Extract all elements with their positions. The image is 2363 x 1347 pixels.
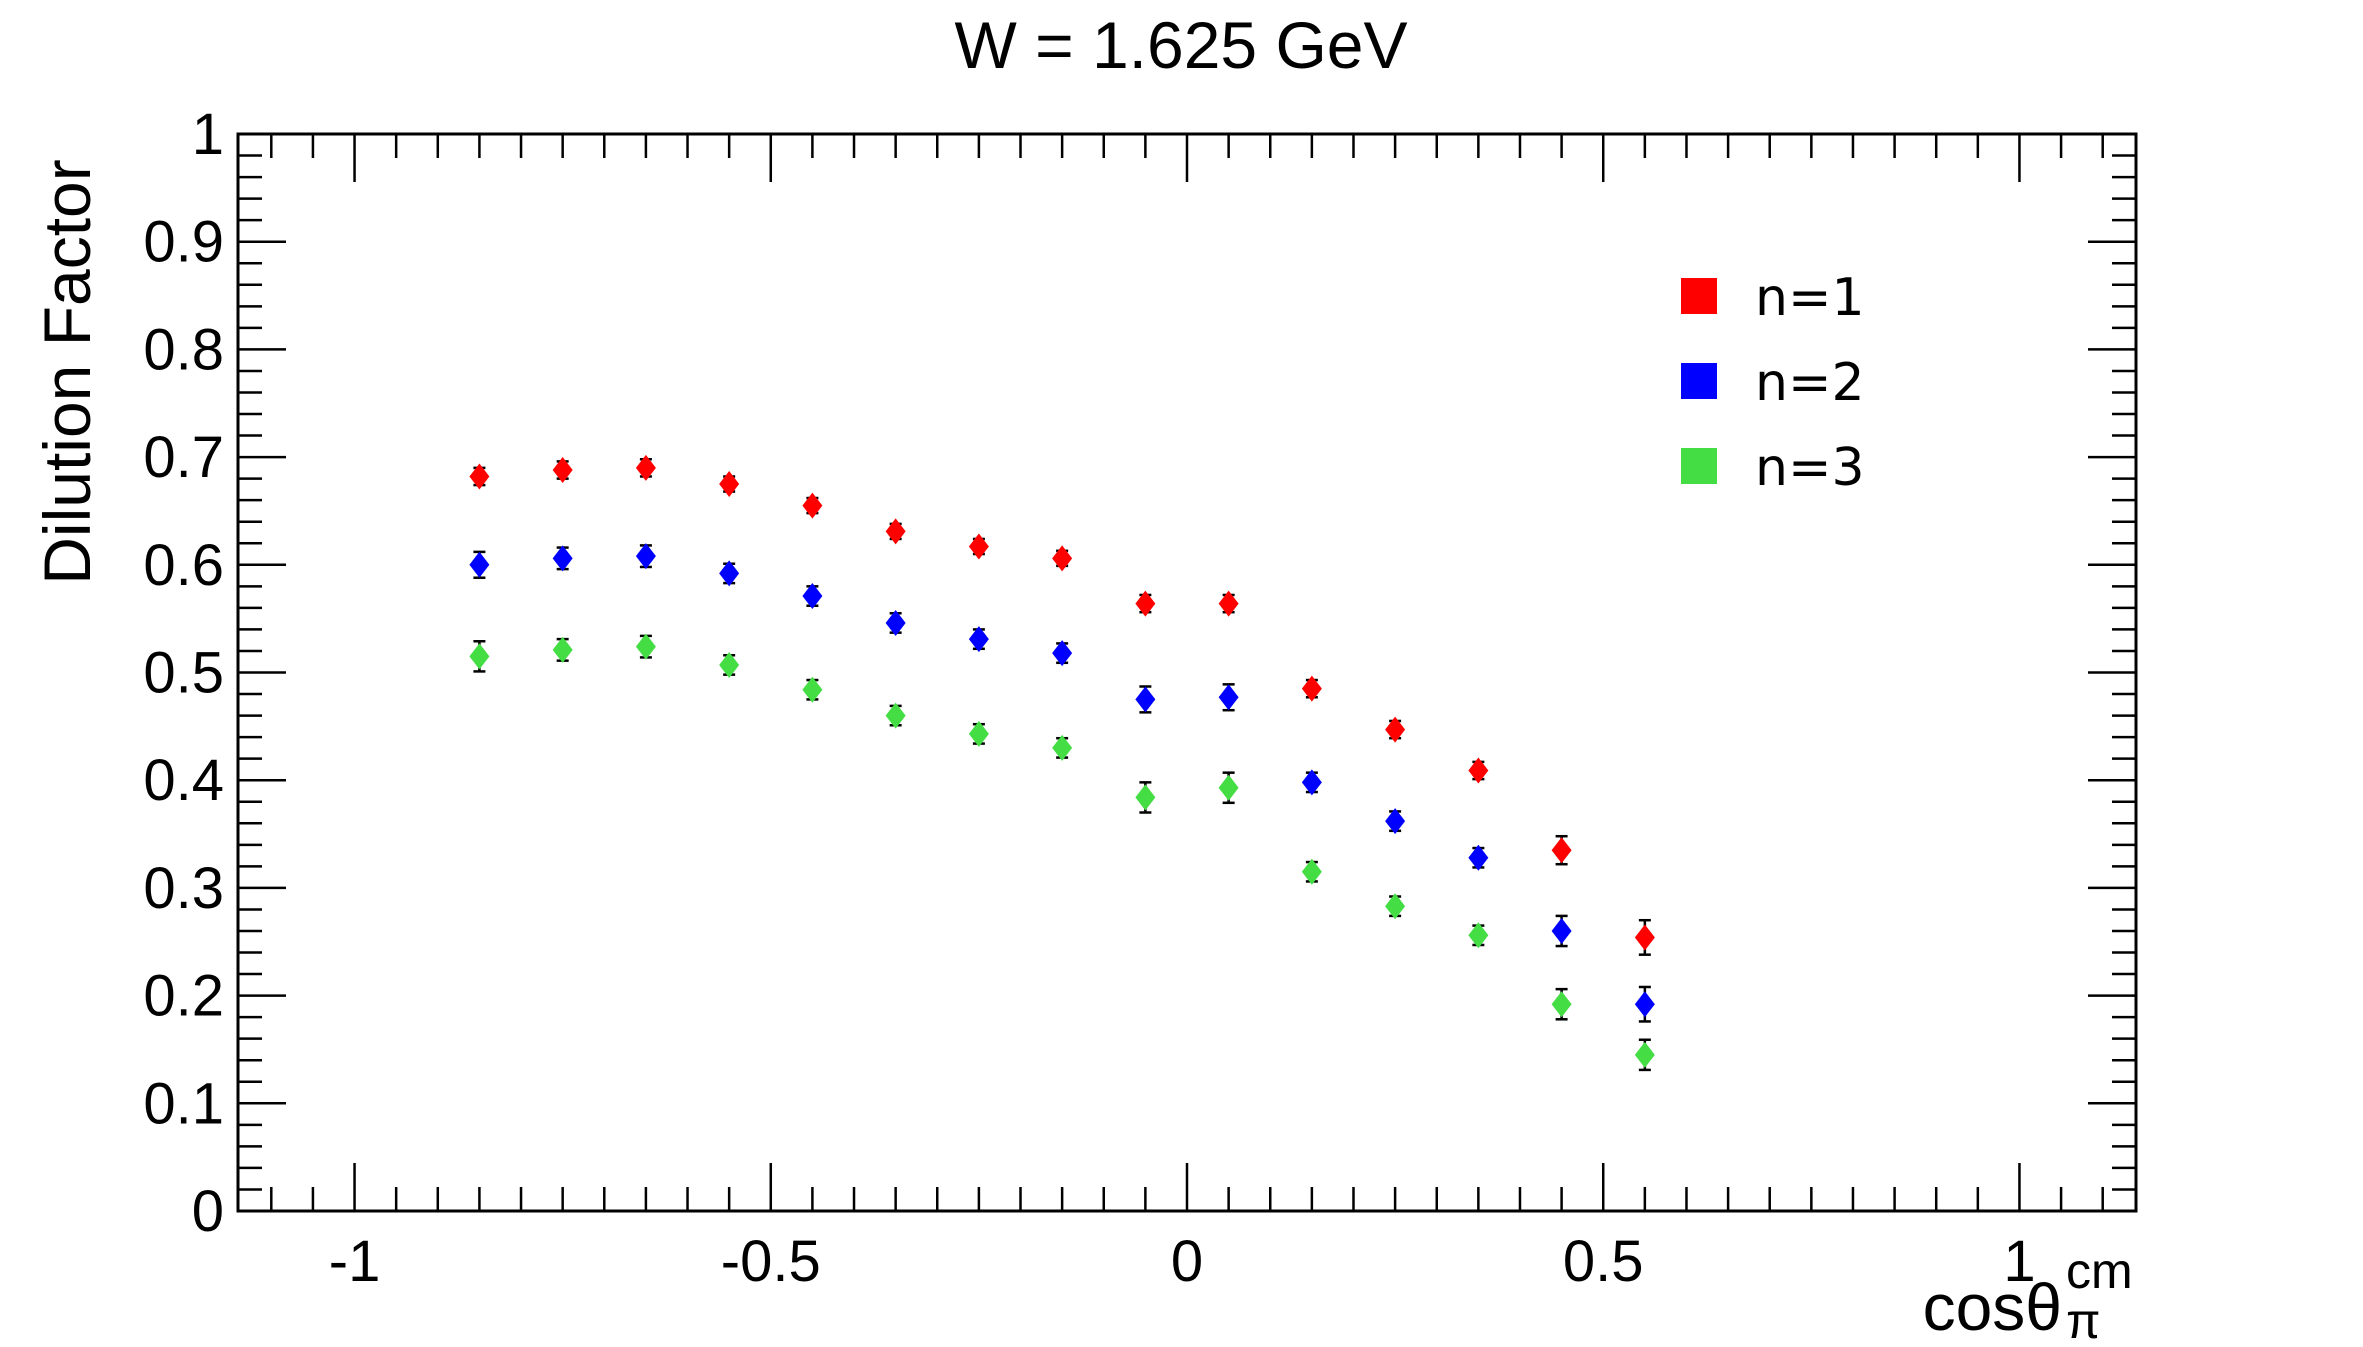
x-tick-label: 0.5 [1563, 1229, 1644, 1294]
data-point [1634, 1041, 1655, 1068]
data-point [1385, 716, 1406, 743]
data-point [1634, 924, 1655, 951]
data-point [1551, 917, 1572, 944]
legend-marker [1681, 448, 1717, 484]
data-point [968, 720, 989, 747]
legend-label: n=1 [1755, 268, 1865, 328]
x-axis-label-sup: cm [2066, 1243, 2133, 1299]
data-point [635, 543, 656, 570]
data-point [719, 651, 740, 678]
data-point [635, 633, 656, 660]
data-point [469, 463, 490, 490]
data-point [469, 551, 490, 578]
data-point [552, 457, 573, 484]
y-tick-label: 0.9 [143, 210, 224, 275]
axis-ticks [238, 132, 2136, 1213]
x-tick-label: -1 [329, 1229, 381, 1294]
y-tick-label: 0.5 [143, 641, 224, 706]
data-point [552, 636, 573, 663]
x-axis-label: cosθ cm π [1923, 1243, 2133, 1347]
data-point [1218, 684, 1239, 711]
data-point [1301, 675, 1322, 702]
x-tick-label: 0 [1171, 1229, 1203, 1294]
x-axis-label-main: cosθ [1923, 1270, 2062, 1342]
data-point [1052, 640, 1073, 667]
y-tick-label: 0 [192, 1179, 224, 1244]
data-point [1385, 893, 1406, 920]
data-point [802, 583, 823, 610]
y-tick-label: 0.8 [143, 317, 224, 382]
x-axis-label-sub: π [2066, 1293, 2101, 1342]
legend: n=1 n=2 n=3 [1681, 268, 1865, 498]
data-point [1468, 844, 1489, 871]
y-tick-label: 0.2 [143, 964, 224, 1029]
data-point [1052, 734, 1073, 761]
data-points [469, 454, 1655, 1072]
data-point [1218, 590, 1239, 617]
y-tick-label: 0.1 [143, 1071, 224, 1136]
data-point [719, 560, 740, 587]
data-point [1468, 757, 1489, 784]
legend-marker [1681, 363, 1717, 399]
data-point [1551, 837, 1572, 864]
data-point [1135, 686, 1156, 713]
x-tick-label: -0.5 [721, 1229, 821, 1294]
chart-title: W = 1.625 GeV [954, 8, 1407, 82]
axis-tick-labels: -1 -0.5 0 0.5 1 0 0.1 0.2 0.3 0.4 0.5 0.6 0.7 0.8 0.9 1 [143, 102, 2035, 1294]
data-point [885, 702, 906, 729]
data-point [1218, 774, 1239, 801]
data-point [802, 492, 823, 519]
x-tick-label: 1 [2003, 1229, 2035, 1294]
data-point [552, 545, 573, 572]
data-point [885, 518, 906, 545]
series-1 [469, 454, 1655, 956]
data-point [1385, 808, 1406, 835]
data-point [1634, 991, 1655, 1018]
y-tick-label: 1 [192, 102, 224, 167]
data-point [1301, 858, 1322, 885]
data-point [1135, 784, 1156, 811]
series-2 [469, 543, 1655, 1023]
data-point [968, 533, 989, 560]
legend-marker [1681, 278, 1717, 314]
y-tick-label: 0.4 [143, 748, 224, 813]
data-point [1468, 922, 1489, 949]
data-point [1551, 991, 1572, 1018]
data-point [968, 626, 989, 653]
data-point [635, 454, 656, 481]
y-tick-label: 0.7 [143, 425, 224, 490]
data-point [1052, 545, 1073, 572]
data-point [469, 643, 490, 670]
data-point [1135, 590, 1156, 617]
y-tick-label: 0.3 [143, 856, 224, 921]
data-point [719, 471, 740, 498]
series-3 [469, 633, 1655, 1072]
y-tick-label: 0.6 [143, 533, 224, 598]
data-point [885, 609, 906, 636]
legend-label: n=3 [1755, 438, 1865, 498]
legend-label: n=2 [1755, 353, 1865, 413]
data-point [802, 676, 823, 703]
data-point [1301, 769, 1322, 796]
y-axis-label: Dilution Factor [30, 159, 104, 585]
